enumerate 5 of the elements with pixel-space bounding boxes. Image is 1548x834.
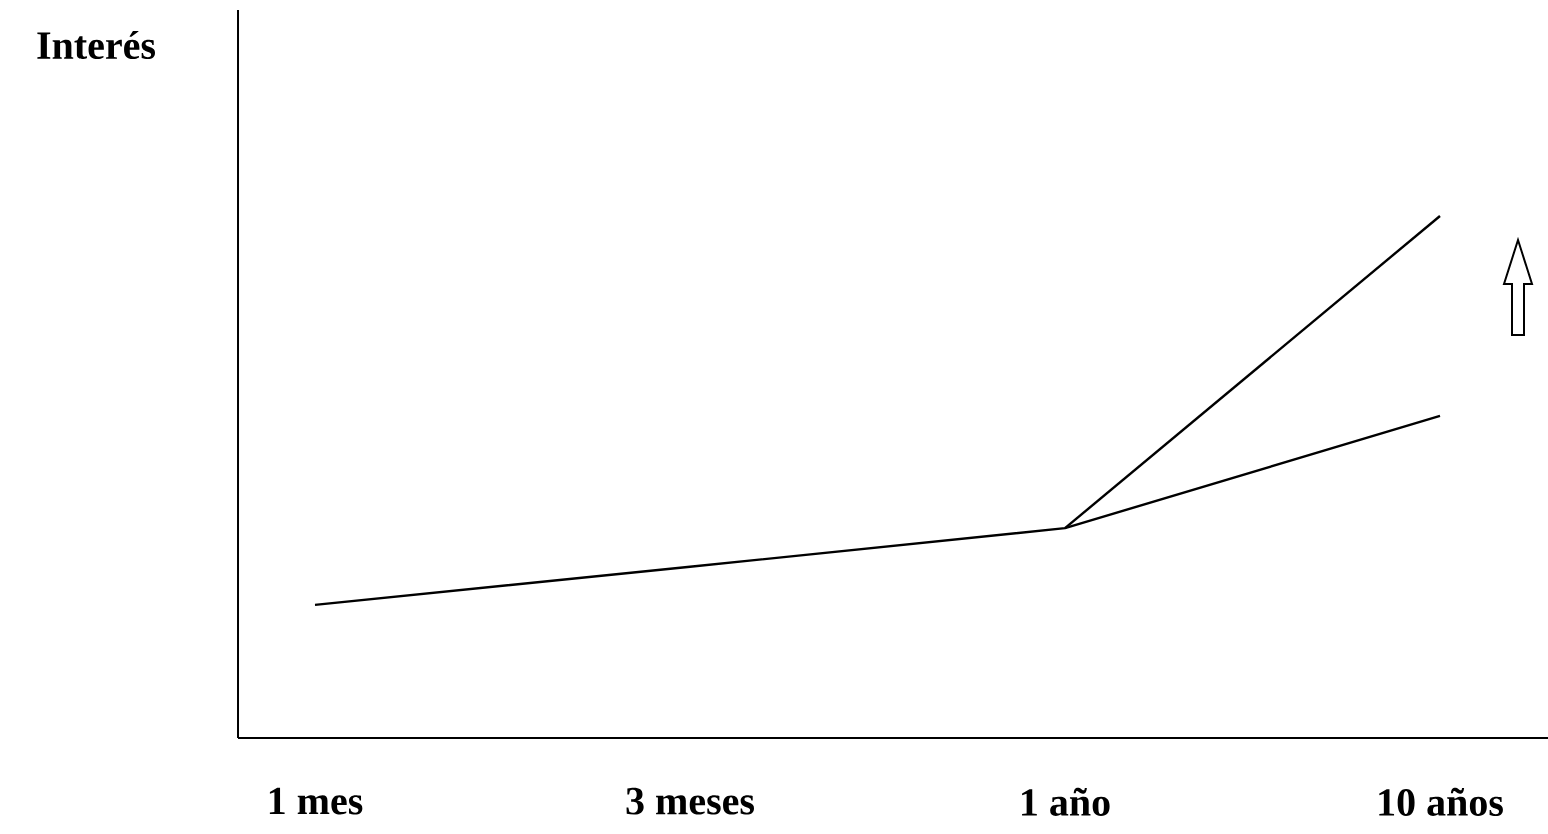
x-tick-label: 10 años	[1379, 787, 1503, 816]
x-tick-label: 1 año	[1022, 787, 1110, 816]
x-tick-label: 1 mes	[269, 787, 363, 815]
x-tick-label: 3 meses	[626, 787, 754, 815]
y-axis-title: Interés	[37, 30, 156, 60]
